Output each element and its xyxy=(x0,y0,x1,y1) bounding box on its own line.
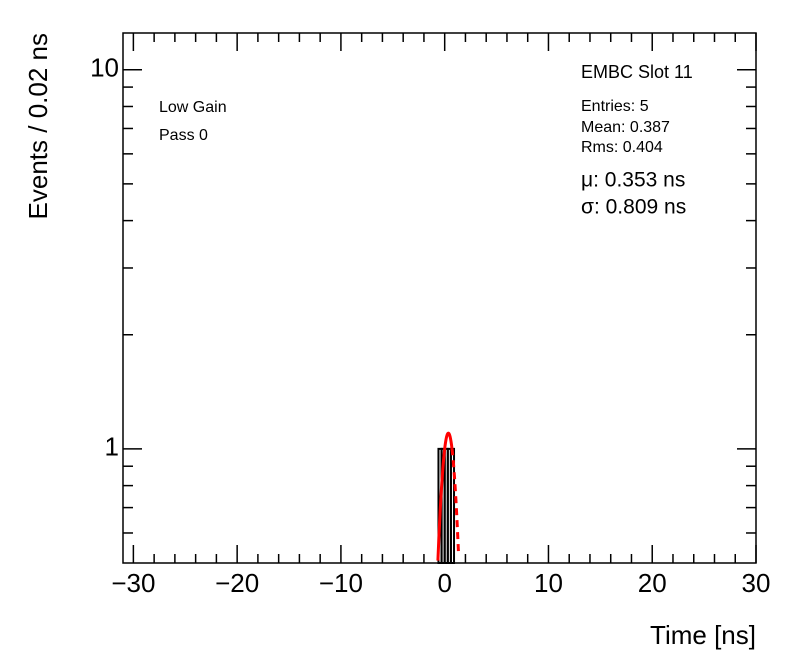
x-tick-label: 20 xyxy=(638,568,667,598)
x-tick-label: −20 xyxy=(215,568,259,598)
y-tick-label: 1 xyxy=(105,432,119,462)
fit-text: μ: 0.353 ns xyxy=(581,169,685,192)
x-axis-label: Time [ns] xyxy=(650,620,756,650)
x-tick-label: 0 xyxy=(437,568,451,598)
fit-text: σ: 0.809 ns xyxy=(581,196,686,219)
x-tick-label: 10 xyxy=(534,568,563,598)
fit-curve xyxy=(450,448,460,553)
stat: Entries: 5 xyxy=(581,98,649,115)
stat: Mean: 0.387 xyxy=(581,119,670,136)
fit-curve xyxy=(436,431,454,561)
x-tick-label: 30 xyxy=(742,568,771,598)
y-axis-label: Events / 0.02 ns xyxy=(23,33,53,219)
y-tick-label: 10 xyxy=(90,53,119,83)
x-tick-label: −10 xyxy=(319,568,363,598)
plot-frame xyxy=(122,32,757,564)
annotation: Pass 0 xyxy=(159,127,208,144)
stat: Rms: 0.404 xyxy=(581,139,663,156)
x-tick-label: −30 xyxy=(111,568,155,598)
annotation: Low Gain xyxy=(159,99,227,116)
chart-title: EMBC Slot 11 xyxy=(581,62,693,82)
